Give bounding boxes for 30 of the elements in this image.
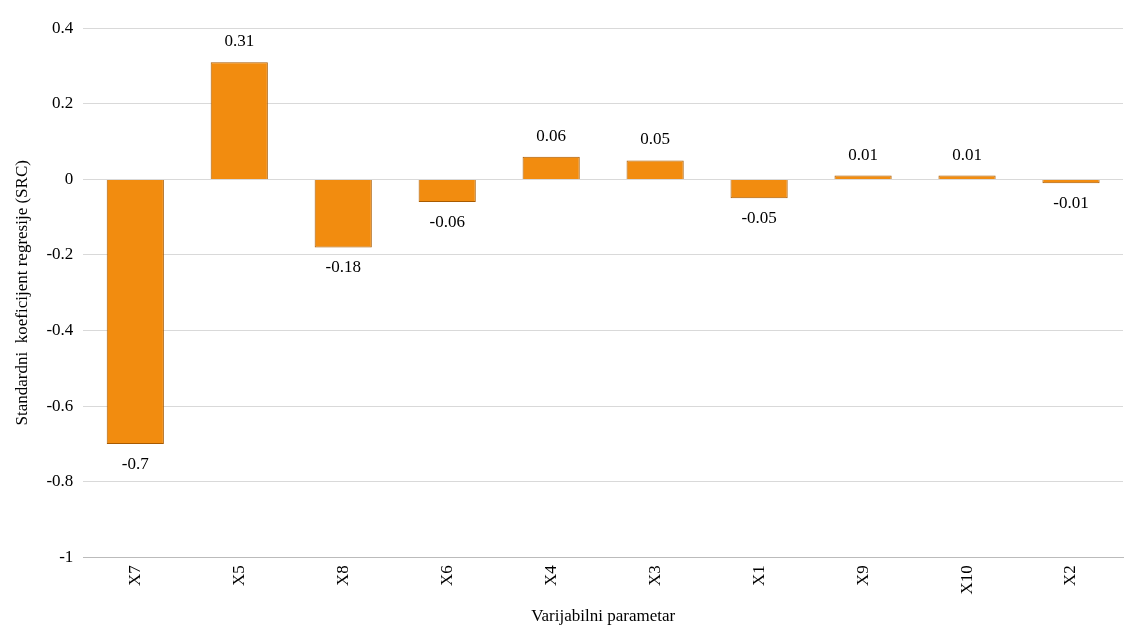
x-tick-label: X6 — [436, 565, 456, 587]
y-tick-label: -0.6 — [46, 395, 74, 415]
y-tick-label: 0.2 — [52, 93, 74, 113]
y-tick-label: -1 — [59, 546, 74, 566]
y-tick-label: 0 — [64, 168, 74, 188]
x-axis-title: Varijabilni parametar — [531, 606, 676, 626]
x-tick-label: X1 — [748, 565, 768, 587]
x-tick-label: X9 — [852, 565, 872, 587]
y-tick-label: 0.4 — [52, 17, 74, 37]
data-label: -0.7 — [121, 453, 150, 473]
y-tick-label: -0.2 — [46, 244, 74, 264]
data-label: 0.06 — [536, 125, 567, 145]
data-label: 0.01 — [952, 144, 982, 164]
data-label: -0.06 — [429, 212, 465, 232]
y-axis-title: Standardni koeficijent regresije (SRC) — [11, 160, 31, 426]
y-tick-label: -0.8 — [46, 471, 74, 491]
x-tick-label: X10 — [956, 565, 976, 595]
x-tick-label: X7 — [124, 564, 144, 587]
data-label: 0.05 — [640, 129, 671, 149]
x-tick-label: X4 — [540, 564, 560, 587]
y-tick-label: -0.4 — [46, 320, 74, 340]
x-tick-label: X8 — [332, 565, 352, 587]
x-tick-label: X3 — [644, 565, 664, 587]
data-label: 0.01 — [848, 144, 878, 164]
data-label: 0.31 — [224, 31, 255, 51]
data-label: -0.01 — [1053, 193, 1089, 213]
x-tick-label: X2 — [1060, 565, 1080, 587]
x-tick-label: X5 — [228, 565, 248, 587]
data-label: -0.18 — [325, 257, 361, 277]
data-label: -0.05 — [741, 208, 777, 228]
